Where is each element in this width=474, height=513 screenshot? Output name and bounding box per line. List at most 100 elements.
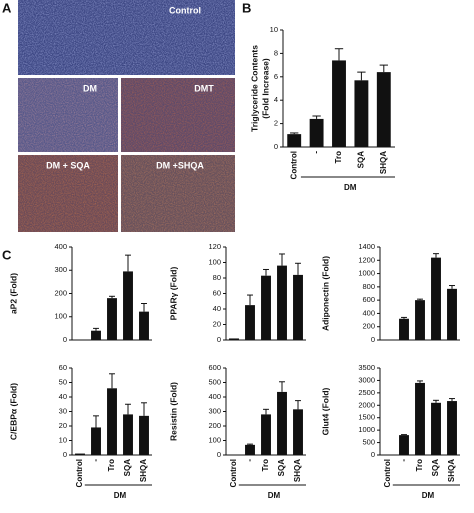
x-tick-label: SHQA — [447, 459, 456, 482]
y-tick-label: 200 — [208, 421, 221, 430]
x-tick-label: - — [399, 459, 408, 462]
x-tick-label: Control — [75, 459, 84, 487]
panel-label: C — [2, 247, 12, 262]
x-tick-label: SQA — [277, 459, 286, 477]
micrograph-texture — [18, 0, 235, 75]
y-tick-label: 0 — [63, 450, 67, 459]
y-tick-label: 0 — [274, 142, 278, 151]
micrograph-label: DM +SHQA — [156, 160, 204, 170]
bar — [293, 409, 303, 455]
bar — [139, 416, 149, 455]
y-tick-label: 20 — [213, 319, 221, 328]
bar — [261, 414, 271, 455]
y-tick-label: 300 — [208, 406, 221, 415]
x-tick-label: Control — [229, 459, 238, 487]
group-label: DM — [268, 491, 281, 500]
micrograph-label: DM — [83, 83, 97, 93]
y-tick-label: 120 — [208, 242, 221, 251]
y-tick-label: 0 — [217, 335, 221, 344]
y-tick-label: 0 — [63, 335, 67, 344]
bar — [245, 305, 255, 340]
y-axis-label: C/EBPα (Fold) — [8, 383, 18, 440]
y-tick-label: 100 — [208, 435, 221, 444]
bar — [91, 331, 101, 340]
bar — [261, 276, 271, 340]
bar — [123, 271, 133, 340]
y-tick-label: 100 — [208, 257, 221, 266]
y-tick-label: 40 — [59, 392, 67, 401]
y-axis-label: PPARγ (Fold) — [168, 267, 178, 321]
bar — [415, 383, 425, 455]
x-tick-label: SHQA — [293, 459, 302, 482]
bar — [354, 80, 368, 147]
y-tick-label: 0 — [371, 450, 375, 459]
y-tick-label: 800 — [362, 282, 375, 291]
y-tick-label: 80 — [213, 273, 221, 282]
group-label: DM — [422, 491, 435, 500]
bar — [332, 60, 346, 147]
x-tick-label: Tro — [261, 459, 270, 472]
group-label: DM — [114, 491, 127, 500]
y-tick-label: 10 — [59, 435, 67, 444]
micrograph-label: Control — [169, 5, 201, 15]
y-tick-label: 1000 — [358, 425, 375, 434]
x-tick-label: Tro — [107, 459, 116, 472]
x-tick-label: - — [91, 459, 100, 462]
bar — [399, 319, 409, 340]
micrograph-texture — [121, 78, 235, 152]
y-axis-label: Glut4 (Fold) — [320, 387, 330, 435]
y-tick-label: 2 — [274, 119, 278, 128]
y-tick-label: 8 — [274, 48, 278, 57]
bar — [431, 258, 441, 340]
bar — [75, 454, 85, 455]
bar — [447, 289, 457, 340]
y-tick-label: 20 — [59, 421, 67, 430]
bar — [107, 298, 117, 340]
y-tick-label: 3000 — [358, 375, 375, 384]
bar — [431, 403, 441, 455]
y-axis-label: Adiponectin (Fold) — [320, 256, 330, 331]
x-tick-label: Control — [289, 151, 298, 179]
micrograph-label: DM + SQA — [46, 160, 90, 170]
micrograph-texture — [18, 78, 118, 152]
x-tick-label: SHQA — [139, 459, 148, 482]
y-tick-label: 2500 — [358, 388, 375, 397]
bar — [447, 401, 457, 455]
y-tick-label: 60 — [213, 288, 221, 297]
y-tick-label: 0 — [217, 450, 221, 459]
x-tick-label: SQA — [123, 459, 132, 477]
y-tick-label: 50 — [59, 377, 67, 386]
y-tick-label: 100 — [54, 312, 67, 321]
bar — [91, 427, 101, 455]
bar — [123, 414, 133, 455]
y-tick-label: 1200 — [358, 255, 375, 264]
bar — [139, 312, 149, 340]
bar — [399, 435, 409, 455]
x-tick-label: Control — [383, 459, 392, 487]
micrographs: Control DM DMT DM + SQA DM +SHQA — [18, 0, 235, 232]
x-tick-label: Tro — [334, 151, 343, 164]
y-tick-label: 4 — [274, 95, 278, 104]
group-label: DM — [344, 183, 357, 192]
bar — [107, 388, 117, 455]
bar — [293, 275, 303, 340]
y-tick-label: 200 — [362, 322, 375, 331]
panel-label: B — [242, 0, 251, 15]
x-tick-label: - — [245, 459, 254, 462]
y-tick-label: 40 — [213, 304, 221, 313]
y-tick-label: 500 — [362, 438, 375, 447]
y-tick-label: 3500 — [358, 363, 375, 372]
y-tick-label: 1400 — [358, 242, 375, 251]
y-axis-label: Resistin (Fold) — [168, 382, 178, 441]
bar — [277, 266, 287, 340]
y-tick-label: 60 — [59, 363, 67, 372]
x-tick-label: - — [312, 151, 321, 154]
bar — [277, 392, 287, 455]
x-tick-label: SQA — [431, 459, 440, 477]
y-tick-label: 500 — [208, 377, 221, 386]
bar — [229, 338, 239, 340]
y-axis-label: (Fold Increase) — [260, 58, 270, 119]
y-axis-label: aP2 (Fold) — [8, 273, 18, 314]
